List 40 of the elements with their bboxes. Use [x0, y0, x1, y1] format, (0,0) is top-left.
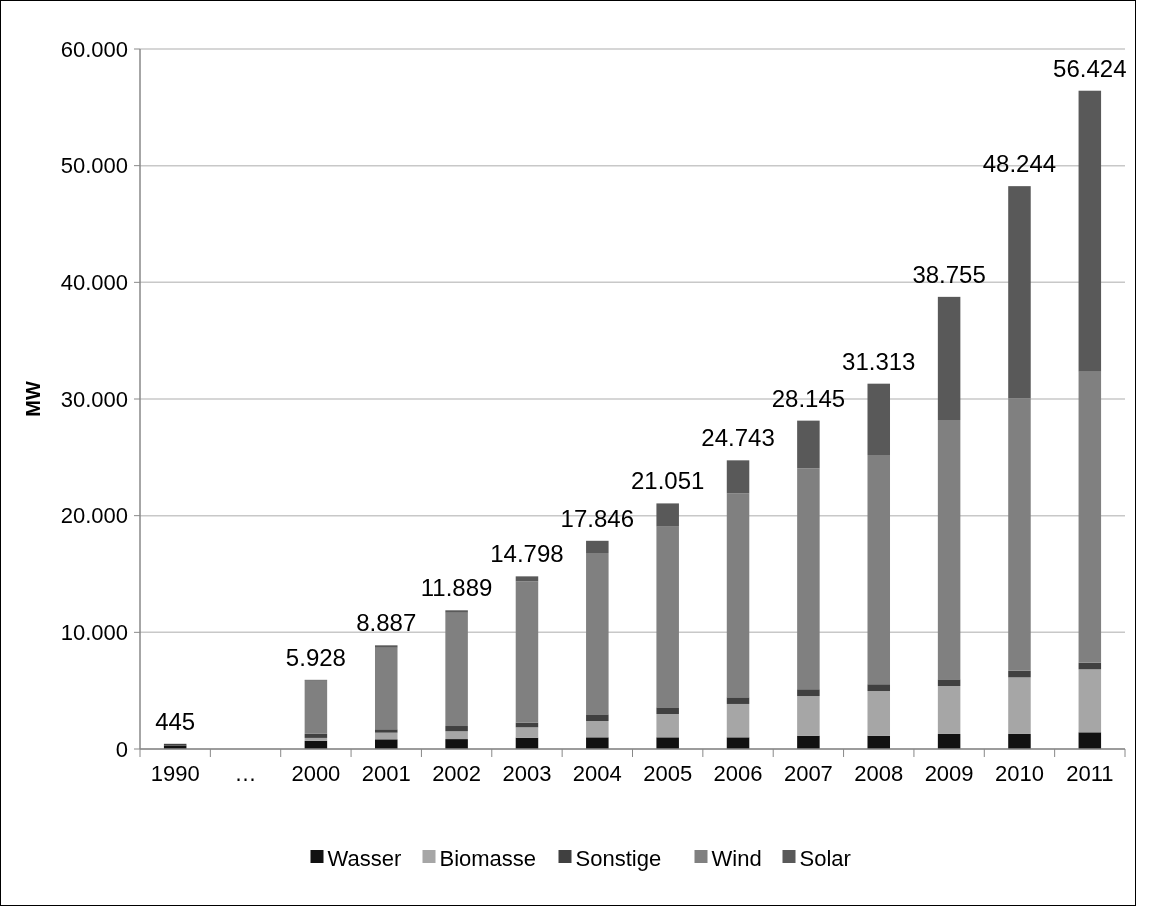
x-tick-label: 2011 — [1066, 761, 1114, 786]
y-tick-label: 40.000 — [60, 270, 128, 296]
legend-label: Biomasse — [439, 845, 537, 871]
x-tick-label: 2008 — [854, 761, 904, 786]
x-tick-label: 2010 — [994, 761, 1044, 786]
x-tick-label: 2000 — [291, 761, 341, 786]
total-label: 445 — [155, 707, 196, 735]
x-tick-label: 2009 — [924, 761, 974, 786]
y-tick-label: 20.000 — [60, 503, 128, 529]
x-tick-label: 2004 — [572, 761, 622, 786]
y-tick-label: 10.000 — [60, 620, 128, 646]
y-tick-label: 60.000 — [60, 36, 128, 62]
x-tick-label: 2005 — [643, 761, 693, 786]
y-tick-label: 30.000 — [60, 386, 128, 412]
total-label: 48.244 — [982, 150, 1057, 178]
y-axis-title: MW — [22, 381, 44, 417]
total-label: 28.145 — [771, 384, 846, 412]
x-tick-label: 2003 — [502, 761, 552, 786]
x-tick-label: 2002 — [432, 761, 482, 786]
x-tick-label: 2007 — [783, 761, 833, 786]
legend-label: Wasser — [327, 845, 402, 871]
x-tick-label: 1990 — [150, 761, 200, 786]
y-tick-label: 0 — [115, 736, 128, 762]
total-label: 21.051 — [630, 467, 705, 495]
x-tick-label: 2001 — [361, 761, 411, 786]
total-label: 8.887 — [356, 609, 417, 637]
total-label: 24.743 — [701, 424, 775, 452]
legend-label: Wind — [711, 845, 762, 871]
legend-label: Sonstige — [575, 845, 662, 871]
total-label: 31.313 — [842, 347, 916, 375]
total-label: 38.755 — [912, 260, 986, 288]
y-tick-label: 50.000 — [60, 153, 128, 179]
total-label: 56.424 — [1053, 54, 1127, 82]
total-label: 17.846 — [560, 504, 635, 532]
total-label: 11.889 — [420, 574, 493, 602]
legend-label: Solar — [799, 845, 851, 871]
x-tick-label: … — [234, 761, 257, 786]
total-label: 14.798 — [490, 540, 564, 568]
x-tick-label: 2006 — [713, 761, 763, 786]
total-label: 5.928 — [285, 643, 346, 671]
